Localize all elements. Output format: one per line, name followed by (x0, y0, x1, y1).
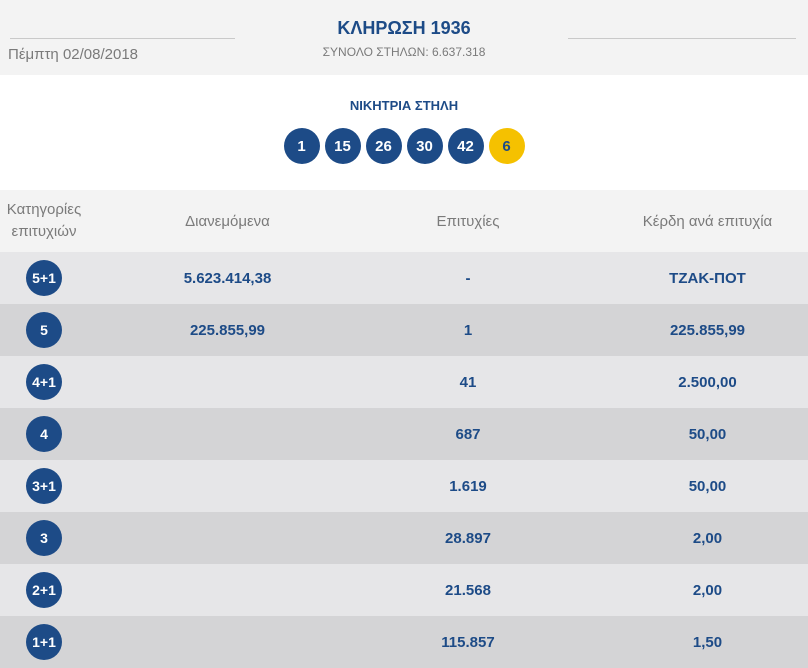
results-table-header: Κατηγορίες επιτυχιών Διανεμόμενα Επιτυχί… (0, 190, 808, 252)
winners-cell: 1 (463, 321, 473, 339)
winning-number-ball: 15 (324, 128, 361, 164)
prize-cell: 50,00 (688, 425, 727, 443)
table-row: 5 225.855,99 1 225.855,99 (0, 304, 808, 356)
distributed-cell: 225.855,99 (189, 321, 266, 339)
header-divider-right (568, 38, 796, 39)
category-badge: 3+1 (26, 468, 62, 504)
table-row: 1+1 115.857 1,50 (0, 616, 808, 668)
column-header-category-line1: Κατηγορίες (6, 201, 82, 218)
category-badge: 5 (26, 312, 62, 348)
column-header-category-line2: επιτυχιών (11, 223, 77, 240)
winning-number-ball: 30 (406, 128, 443, 164)
category-badge: 3 (26, 520, 62, 556)
table-row: 5+1 5.623.414,38 - ΤΖΑΚ-ΠΟΤ (0, 252, 808, 304)
distributed-cell (120, 460, 335, 512)
column-header-category: Κατηγορίες επιτυχιών (0, 190, 88, 252)
table-row: 3 28.897 2,00 (0, 512, 808, 564)
distributed-cell (120, 564, 335, 616)
draw-title: ΚΛΗΡΩΣΗ 1936 (337, 18, 471, 38)
winning-number-ball: 42 (447, 128, 484, 164)
table-row: 3+1 1.619 50,00 (0, 460, 808, 512)
table-row: 2+1 21.568 2,00 (0, 564, 808, 616)
winners-cell: 21.568 (445, 581, 491, 599)
prize-cell: ΤΖΑΚ-ΠΟΤ (669, 269, 746, 287)
draw-header: Πέμπτη 02/08/2018 ΚΛΗΡΩΣΗ 1936 ΣΥΝΟΛΟ ΣΤ… (0, 0, 808, 75)
category-badge: 5+1 (26, 260, 62, 296)
column-header-winners: Επιτυχίες (436, 212, 500, 230)
column-header-distributed: Διανεμόμενα (185, 212, 270, 230)
category-badge: 4+1 (26, 364, 62, 400)
winners-cell: - (465, 269, 471, 287)
winners-cell: 115.857 (441, 633, 495, 651)
table-row: 4+1 41 2.500,00 (0, 356, 808, 408)
prize-cell: 225.855,99 (669, 321, 746, 339)
category-badge: 1+1 (26, 624, 62, 660)
prize-cell: 1,50 (692, 633, 723, 651)
column-header-prize: Κέρδη ανά επιτυχία (642, 212, 773, 230)
distributed-cell (120, 616, 335, 668)
distributed-cell: 5.623.414,38 (183, 269, 272, 287)
winning-column-section: ΝΙΚΗΤΡΙΑ ΣΤΗΛΗ 1 15 26 30 42 6 (0, 75, 808, 190)
prize-cell: 2,00 (692, 581, 723, 599)
winning-number-ball: 26 (365, 128, 402, 164)
prize-cell: 2.500,00 (678, 373, 737, 391)
draw-date: Πέμπτη 02/08/2018 (8, 46, 139, 63)
winners-cell: 1.619 (449, 477, 487, 495)
prize-cell: 2,00 (692, 529, 723, 547)
category-badge: 4 (26, 416, 62, 452)
winners-cell: 28.897 (445, 529, 491, 547)
winning-column-label: ΝΙΚΗΤΡΙΑ ΣΤΗΛΗ (349, 98, 459, 113)
winning-number-ball: 1 (283, 128, 320, 164)
category-badge: 2+1 (26, 572, 62, 608)
joker-number-ball: 6 (488, 128, 525, 164)
total-columns: ΣΥΝΟΛΟ ΣΤΗΛΩΝ: 6.637.318 (322, 45, 486, 59)
distributed-cell (120, 356, 335, 408)
winners-cell: 687 (455, 425, 481, 443)
winners-cell: 41 (459, 373, 477, 391)
header-divider-left (10, 38, 235, 39)
prize-cell: 50,00 (688, 477, 727, 495)
table-row: 4 687 50,00 (0, 408, 808, 460)
winning-numbers: 1 15 26 30 42 6 (0, 128, 808, 164)
distributed-cell (120, 512, 335, 564)
distributed-cell (120, 408, 335, 460)
